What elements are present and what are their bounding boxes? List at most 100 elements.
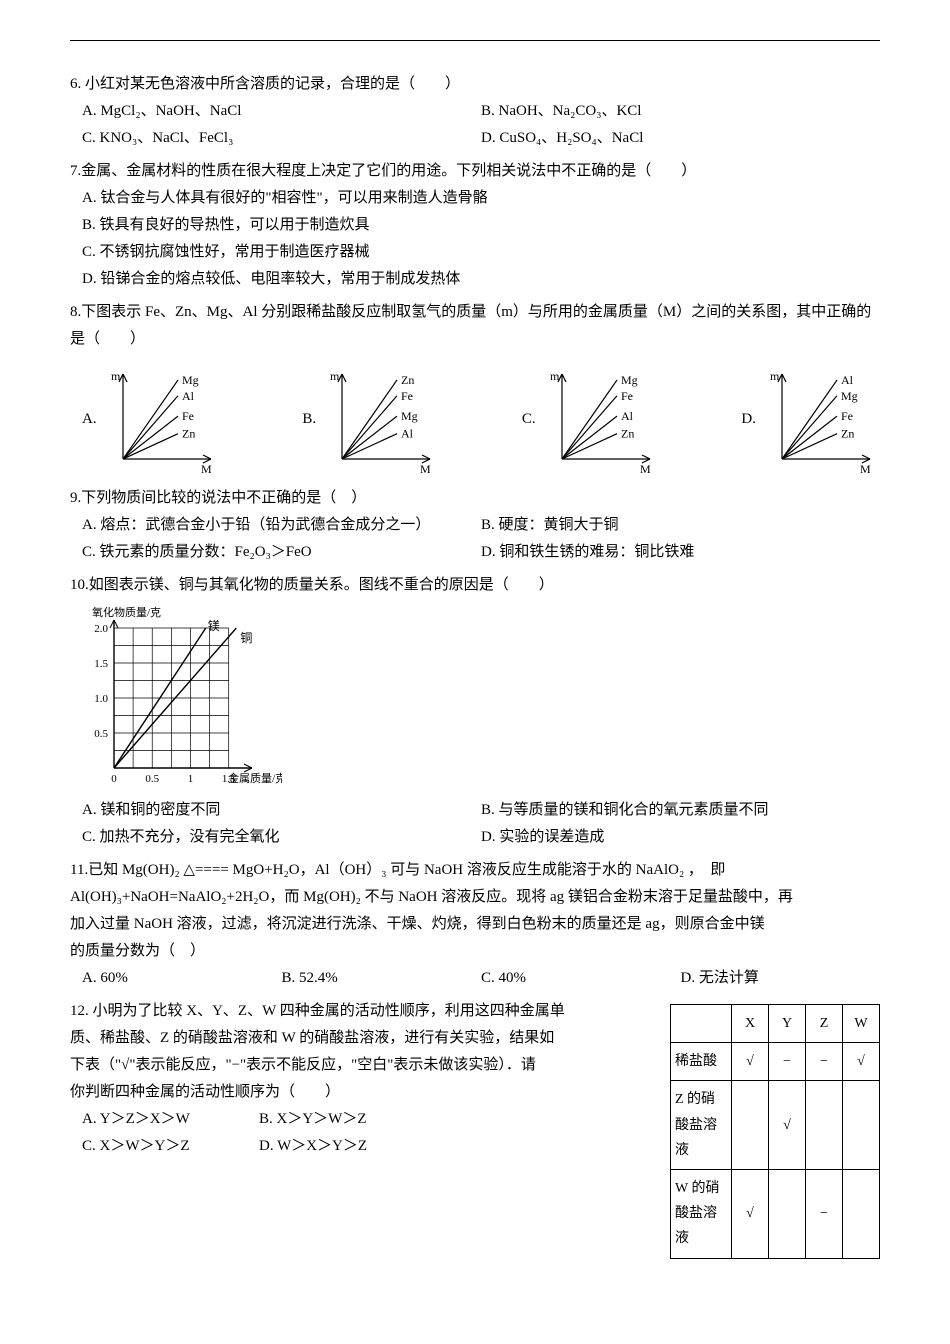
q6-opt-a: A. MgCl₂、NaOH、NaCl	[82, 98, 481, 125]
q7-options: A. 钛合金与人体具有很好的"相容性"，可以用来制造人造骨骼 B. 铁具有良好的…	[70, 185, 880, 293]
svg-text:1.5: 1.5	[94, 658, 108, 670]
svg-text:1: 1	[188, 773, 194, 785]
q12-th-z: Z	[806, 1005, 843, 1043]
q9-options: A. 熔点：武德合金小于铅（铅为武德合金成分之一） B. 硬度：黄铜大于铜 C.…	[82, 512, 880, 566]
question-7: 7.金属、金属材料的性质在很大程度上决定了它们的用途。下列相关说法中不正确的是（…	[70, 158, 880, 293]
svg-text:Fe: Fe	[401, 389, 413, 403]
svg-text:Mg: Mg	[401, 409, 418, 423]
q9-opt-a: A. 熔点：武德合金小于铅（铅为武德合金成分之一）	[82, 512, 481, 539]
q6-opt-d: D. CuSO₄、H₂SO₄、NaCl	[481, 125, 880, 152]
svg-text:M: M	[860, 462, 871, 476]
svg-text:m: m	[770, 369, 780, 383]
q9-number: 9.	[70, 490, 81, 506]
q6-opt-b: B. NaOH、Na₂CO₃、KCl	[481, 98, 880, 125]
q8-label-b: B.	[302, 406, 316, 433]
q9-opt-b: B. 硬度：黄铜大于铜	[481, 512, 880, 539]
svg-text:0: 0	[111, 773, 117, 785]
svg-text:Mg: Mg	[841, 389, 858, 403]
question-8: 8.下图表示 Fe、Zn、Mg、Al 分别跟稀盐酸反应制取氢气的质量（m）与所用…	[70, 299, 880, 479]
q12-left: 12. 小明为了比较 X、Y、Z、W 四种金属的活动性顺序，利用这四种金属单 质…	[70, 998, 660, 1160]
svg-text:Al: Al	[401, 427, 414, 441]
q12-th-x: X	[732, 1005, 769, 1043]
q7-opt-a: A. 钛合金与人体具有很好的"相容性"，可以用来制造人造骨骼	[82, 185, 880, 212]
question-9: 9.下列物质间比较的说法中不正确的是（ ） A. 熔点：武德合金小于铅（铅为武德…	[70, 485, 880, 566]
question-11: 11.已知 Mg(OH)₂ △==== MgO+H₂O，Al（OH）₃ 可与 N…	[70, 857, 880, 992]
table-row: X Y Z W	[671, 1005, 880, 1043]
q10-stem: 如图表示镁、铜与其氧化物的质量关系。图线不重合的原因是（ ）	[89, 577, 554, 593]
question-6: 6. 小红对某无色溶液中所含溶质的记录，合理的是（ ） A. MgCl₂、NaO…	[70, 71, 880, 152]
q6-stem: 小红对某无色溶液中所含溶质的记录，合理的是（ ）	[85, 76, 460, 92]
svg-text:0.5: 0.5	[145, 773, 159, 785]
q10-opt-d: D. 实验的误差造成	[481, 824, 880, 851]
svg-text:M: M	[640, 462, 651, 476]
q8-svg-d: m M Al Mg Fe Zn	[760, 359, 880, 479]
q12-opt-a: A. Y＞Z＞X＞W	[82, 1106, 259, 1133]
q9-opt-d: D. 铜和铁生锈的难易：铜比铁难	[481, 539, 880, 566]
q10-number: 10.	[70, 577, 89, 593]
svg-text:氧化物质量/克: 氧化物质量/克	[92, 605, 161, 619]
svg-text:镁: 镁	[208, 619, 220, 633]
q8-label-c: C.	[522, 406, 536, 433]
svg-text:m: m	[550, 369, 560, 383]
svg-text:Al: Al	[841, 373, 854, 387]
q8-svg-a: mMMgAlFeZn	[101, 359, 221, 479]
q8-chart-b: B. m M Zn Fe Mg Al	[302, 359, 440, 479]
q7-stem: 金属、金属材料的性质在很大程度上决定了它们的用途。下列相关说法中不正确的是（ ）	[81, 163, 696, 179]
question-12: 12. 小明为了比较 X、Y、Z、W 四种金属的活动性顺序，利用这四种金属单 质…	[70, 998, 880, 1259]
svg-text:Zn: Zn	[401, 373, 414, 387]
q8-chart-d: D. mMAlMgFeZn	[741, 359, 880, 479]
q8-label-a: A.	[82, 406, 97, 433]
svg-text:Mg: Mg	[621, 373, 638, 387]
svg-text:0.5: 0.5	[94, 728, 108, 740]
q10-chart-wrap: 00.511.50.51.01.52.0氧化物质量/克金属质量/克镁铜	[82, 603, 880, 793]
q12-th-blank	[671, 1005, 732, 1043]
q8-chart-c: C. m M Mg Fe Al Zn	[522, 359, 660, 479]
q10-opt-a: A. 镁和铜的密度不同	[82, 797, 481, 824]
q11-opt-a: A. 60%	[82, 965, 282, 992]
q8-stem: 下图表示 Fe、Zn、Mg、Al 分别跟稀盐酸反应制取氢气的质量（m）与所用的金…	[70, 304, 871, 347]
svg-text:Zn: Zn	[841, 427, 854, 441]
svg-text:m: m	[330, 369, 340, 383]
table-row: 稀盐酸 √ − − √	[671, 1043, 880, 1081]
svg-text:Fe: Fe	[621, 389, 633, 403]
svg-text:Fe: Fe	[182, 409, 194, 423]
svg-text:1.0: 1.0	[94, 693, 108, 705]
q12-opt-c: C. X＞W＞Y＞Z	[82, 1133, 259, 1160]
q9-stem: 下列物质间比较的说法中不正确的是（ ）	[81, 490, 366, 506]
svg-text:M: M	[420, 462, 431, 476]
svg-text:Fe: Fe	[841, 409, 853, 423]
q7-opt-b: B. 铁具有良好的导热性，可以用于制造炊具	[82, 212, 880, 239]
svg-text:M: M	[201, 462, 212, 476]
q12-th-w: W	[843, 1005, 880, 1043]
q6-number: 6.	[70, 76, 81, 92]
table-row: W 的硝酸盐溶液 √ −	[671, 1169, 880, 1258]
q9-opt-c: C. 铁元素的质量分数：Fe₂O₃＞FeO	[82, 539, 481, 566]
q10-opt-c: C. 加热不充分，没有完全氧化	[82, 824, 481, 851]
q12-table: X Y Z W 稀盐酸 √ − − √ Z 的硝酸盐溶液 √ W 的硝酸盐溶液 …	[670, 1004, 880, 1259]
q12-opt-b: B. X＞Y＞W＞Z	[259, 1106, 436, 1133]
q8-svg-c: m M Mg Fe Al Zn	[540, 359, 660, 479]
q8-charts: A. m M Mg Al Fe Zn B. m M Zn Fe Mg Al C. m M Mg Fe Al Z…	[82, 359, 880, 479]
svg-text:m: m	[111, 369, 121, 383]
q8-svg-b: m M Zn Fe Mg Al	[320, 359, 440, 479]
q11-stem: 11.已知 Mg(OH)₂ △==== MgO+H₂O，Al（OH）₃ 可与 N…	[70, 857, 880, 965]
svg-text:Zn: Zn	[182, 427, 195, 441]
q6-opt-c: C. KNO₃、NaCl、FeCl₃	[82, 125, 481, 152]
q7-opt-c: C. 不锈钢抗腐蚀性好，常用于制造医疗器械	[82, 239, 880, 266]
q11-opt-b: B. 52.4%	[282, 965, 482, 992]
q10-opt-b: B. 与等质量的镁和铜化合的氧元素质量不同	[481, 797, 880, 824]
q10-options: A. 镁和铜的密度不同 B. 与等质量的镁和铜化合的氧元素质量不同 C. 加热不…	[82, 797, 880, 851]
svg-text:Zn: Zn	[621, 427, 634, 441]
q12-opt-d: D. W＞X＞Y＞Z	[259, 1133, 436, 1160]
q12-options: A. Y＞Z＞X＞W B. X＞Y＞W＞Z C. X＞W＞Y＞Z D. W＞X＞…	[82, 1106, 436, 1160]
q8-number: 8.	[70, 304, 81, 320]
q7-opt-d: D. 铅锑合金的熔点较低、电阻率较大，常用于制成发热体	[82, 266, 880, 293]
top-rule	[70, 40, 880, 41]
svg-text:Mg: Mg	[182, 373, 199, 387]
q12-th-y: Y	[769, 1005, 806, 1043]
svg-text:2.0: 2.0	[94, 623, 108, 635]
svg-text:Al: Al	[621, 409, 634, 423]
q10-svg: 00.511.50.51.01.52.0氧化物质量/克金属质量/克镁铜	[82, 603, 282, 793]
question-10: 10.如图表示镁、铜与其氧化物的质量关系。图线不重合的原因是（ ） 0 0.5 1 1…	[70, 572, 880, 851]
q7-number: 7.	[70, 163, 81, 179]
